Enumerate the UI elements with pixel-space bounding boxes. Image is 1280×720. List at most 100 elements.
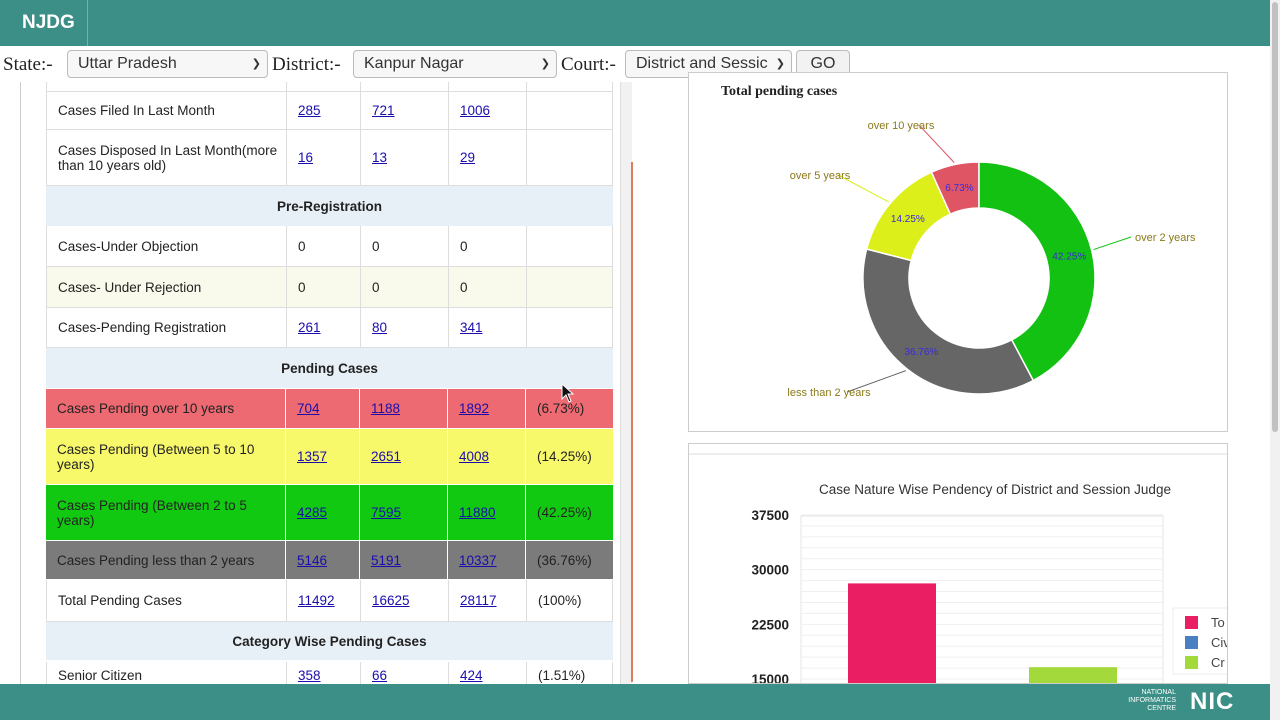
row-label: Cases Pending less than 2 years [46, 541, 286, 579]
pie-slice[interactable] [862, 248, 1035, 395]
civil-cell: 11492 [287, 580, 361, 621]
bar-chart: Case Nature Wise Pendency of District an… [689, 453, 1228, 684]
table-row-senior-citizen: Senior Citizen 358 66 424 (1.51%) [46, 662, 613, 684]
row-label: Cases Pending (Between 5 to 10 years) [46, 429, 286, 484]
criminal-link[interactable]: 721 [372, 103, 395, 118]
civil-link[interactable]: 704 [297, 401, 320, 416]
bar-chart-card: Case Nature Wise Pendency of District an… [688, 443, 1228, 684]
pie-slice[interactable] [865, 171, 952, 262]
civil-cell: 261 [287, 308, 361, 347]
civil-link[interactable]: 11492 [298, 593, 335, 608]
civil-link[interactable]: 1357 [297, 449, 328, 464]
civil-link[interactable]: 261 [298, 320, 321, 335]
criminal-link[interactable]: 1188 [371, 401, 401, 416]
total-cell: 4008 [448, 429, 526, 484]
criminal-link[interactable]: 80 [372, 320, 388, 335]
pie-connector [1093, 236, 1132, 251]
criminal-cell: 2651 [360, 429, 448, 484]
mouse-cursor-icon [561, 383, 575, 403]
legend-swatch[interactable] [1185, 636, 1198, 649]
pct-cell [527, 267, 614, 307]
total-link[interactable]: 341 [460, 320, 483, 335]
total-link[interactable]: 424 [460, 668, 483, 683]
table-row-disposed: Cases Disposed In Last Month(more than 1… [46, 130, 613, 186]
row-label: Total Pending Cases [47, 580, 287, 621]
scrollbar-thumb[interactable] [631, 162, 633, 682]
state-select[interactable]: Uttar Pradesh ❯ [67, 50, 268, 78]
total-link[interactable]: 11880 [459, 505, 496, 520]
row-label: Cases Pending over 10 years [46, 389, 286, 428]
civil-link[interactable]: 358 [298, 668, 321, 683]
total-cell: 341 [449, 308, 527, 347]
total-link[interactable]: 28117 [460, 593, 497, 608]
pie-chart-card: Total pending cases 6.73% over 10 years 42.… [688, 72, 1228, 432]
criminal-link[interactable]: 66 [372, 668, 388, 683]
filter-bar: State:- Uttar Pradesh ❯ District:- Kanpu… [0, 46, 1270, 82]
criminal-link[interactable]: 7595 [371, 505, 402, 520]
table-row-2-to-5-years: Cases Pending (Between 2 to 5 years) 428… [46, 485, 613, 540]
criminal-cell: 16625 [361, 580, 449, 621]
pie-category-label: over 2 years [1135, 232, 1196, 244]
civil-link[interactable]: 5146 [297, 552, 328, 568]
pie-slice[interactable] [978, 161, 1096, 382]
pct-cell: (36.76%) [537, 552, 592, 568]
criminal-cell: 5191 [360, 541, 448, 579]
civil-link[interactable]: 16 [298, 150, 314, 165]
criminal-cell: 0 [361, 226, 449, 266]
total-cell: 0 [449, 226, 527, 266]
criminal-cell: 721 [361, 92, 449, 129]
row-label: Cases Filed In Last Month [47, 92, 287, 129]
legend-label[interactable]: Cr [1211, 655, 1225, 670]
criminal-link[interactable]: 5191 [371, 552, 402, 568]
table-cell [287, 82, 361, 91]
row-label: Cases- Under Rejection [47, 267, 287, 307]
total-link[interactable]: 1006 [460, 103, 491, 118]
total-link[interactable]: 29 [460, 150, 476, 165]
nic-logo: NIC [1190, 688, 1235, 715]
page-scrollbar[interactable] [1270, 0, 1280, 720]
pie-chart: Total pending cases 6.73% over 10 years 42.… [721, 84, 1196, 399]
panel-scrollbar[interactable] [620, 82, 633, 684]
civil-cell: 0 [287, 267, 361, 307]
bar[interactable] [1029, 667, 1117, 684]
row-label: Cases-Under Objection [47, 226, 287, 266]
legend-label[interactable]: To [1211, 615, 1225, 630]
state-select-value: Uttar Pradesh [78, 55, 177, 72]
civil-link[interactable]: 285 [298, 103, 321, 118]
legend-swatch[interactable] [1185, 616, 1198, 629]
pie-category-label: less than 2 years [787, 387, 871, 399]
civil-cell: 704 [286, 389, 360, 428]
legend-label[interactable]: Civ [1211, 635, 1228, 650]
page-scrollbar-thumb[interactable] [1272, 2, 1278, 432]
pct-cell: (100%) [538, 593, 582, 608]
criminal-cell: 80 [361, 308, 449, 347]
criminal-link[interactable]: 2651 [371, 449, 402, 464]
civil-cell: 1357 [286, 429, 360, 484]
criminal-link[interactable]: 13 [372, 150, 388, 165]
pie-connector [918, 124, 955, 163]
pct-cell [527, 226, 614, 266]
civil-cell: 5146 [286, 541, 360, 579]
legend-swatch[interactable] [1185, 656, 1198, 669]
brand-logo[interactable]: NJDG [0, 0, 88, 46]
bar[interactable] [848, 583, 936, 684]
criminal-cell: 7595 [360, 485, 448, 540]
section-header-category: Category Wise Pending Cases [46, 622, 613, 660]
total-link[interactable]: 10337 [459, 552, 497, 568]
civil-cell: 0 [287, 226, 361, 266]
total-link[interactable]: 4008 [459, 449, 490, 464]
y-tick-label: 37500 [751, 508, 789, 523]
criminal-cell: 1188 [360, 389, 448, 428]
pct-cell [527, 308, 614, 347]
criminal-cell: 0 [361, 267, 449, 307]
table-cell [449, 82, 527, 91]
section-header-pending: Pending Cases [46, 348, 613, 388]
legend-box [1172, 607, 1227, 675]
district-select-value: Kanpur Nagar [364, 55, 464, 72]
table-row-rejection: Cases- Under Rejection 0 0 0 [46, 267, 613, 308]
total-link[interactable]: 1892 [459, 401, 490, 416]
pct-cell [527, 92, 614, 129]
district-select[interactable]: Kanpur Nagar ❯ [353, 50, 557, 78]
criminal-link[interactable]: 16625 [372, 593, 410, 608]
civil-link[interactable]: 4285 [297, 505, 328, 520]
